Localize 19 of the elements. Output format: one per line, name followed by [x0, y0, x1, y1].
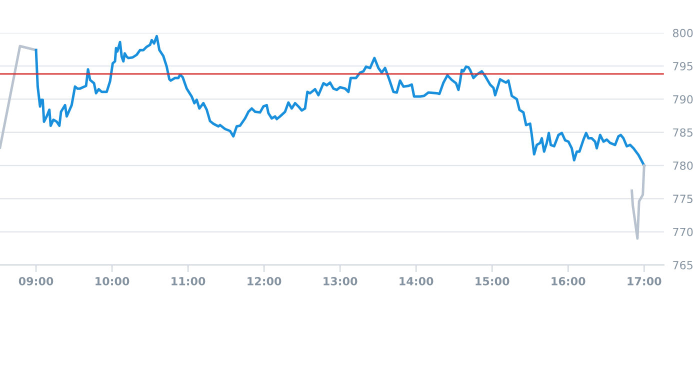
y-tick-label: 785 [673, 128, 692, 137]
y-tick-label: 800 [672, 28, 693, 38]
line-series [34, 34, 646, 167]
x-tick-label: 14:00 [400, 276, 434, 286]
x-tick-label: 13:00 [324, 276, 358, 286]
y-tick-label: 765 [673, 260, 692, 270]
y-tick-label: 790 [673, 95, 693, 104]
x-tick-label: 17:00 [628, 276, 662, 286]
x-tick-label: 15:00 [476, 276, 510, 286]
x-tick-label: 12:00 [248, 276, 282, 286]
x-tick-label: 16:00 [552, 276, 586, 286]
y-tick-label: 775 [673, 194, 692, 204]
x-tick-label: 11:00 [172, 276, 206, 286]
y-tick-label: 780 [673, 161, 693, 170]
y-tick-label: 795 [673, 62, 692, 70]
line-series [630, 164, 646, 240]
y-tick-label: 770 [673, 228, 693, 236]
x-tick-label: 10:00 [96, 276, 130, 286]
x-tick-label: 09:00 [18, 276, 54, 286]
